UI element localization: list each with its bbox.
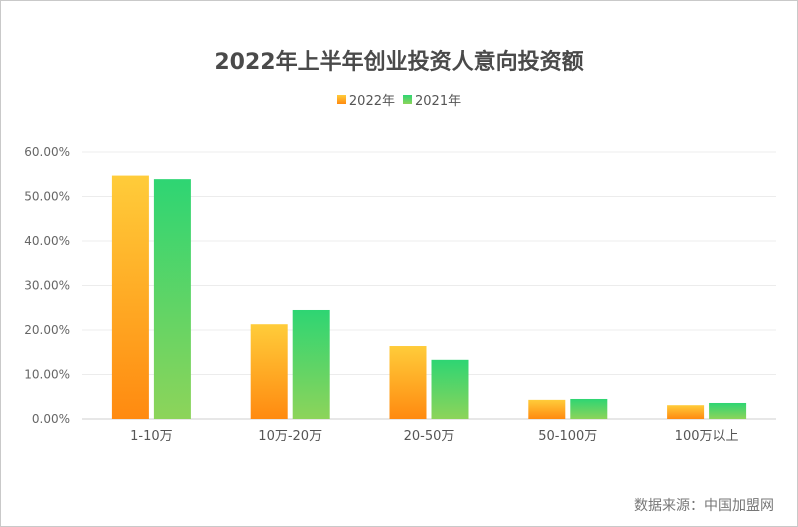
bar-2021-1[interactable]: [292, 309, 330, 419]
legend-swatch-2022: [336, 95, 346, 104]
legend: 2022年 2021年: [0, 90, 798, 109]
x-tick-label: 100万以上: [675, 429, 739, 444]
x-tick-label: 1-10万: [130, 429, 173, 444]
y-tick-label: 40.00%: [24, 234, 70, 248]
y-tick-label: 30.00%: [24, 279, 70, 293]
y-tick-label: 0.00%: [32, 412, 70, 426]
legend-label-2021: 2021年: [415, 94, 462, 109]
bar-2022-0[interactable]: [111, 175, 149, 419]
y-tick-label: 50.00%: [24, 190, 70, 204]
x-tick-label: 20-50万: [404, 429, 455, 444]
x-tick-label: 50-100万: [538, 429, 597, 444]
bar-2021-3[interactable]: [570, 398, 608, 419]
legend-item-2022[interactable]: 2022年: [336, 90, 395, 109]
y-tick-label: 60.00%: [24, 145, 70, 159]
legend-item-2021[interactable]: 2021年: [403, 90, 461, 109]
y-tick-label: 10.00%: [24, 368, 70, 382]
bar-2022-3[interactable]: [528, 399, 566, 419]
bar-2022-1[interactable]: [250, 324, 288, 419]
bar-2022-2[interactable]: [389, 346, 427, 419]
chart-title: 2022年上半年创业投资人意向投资额: [214, 50, 584, 75]
source-note: 数据来源：中国加盟网: [634, 498, 774, 514]
legend-swatch-2021: [403, 95, 412, 104]
y-tick-label: 20.00%: [24, 323, 70, 337]
bar-2021-4[interactable]: [709, 402, 747, 419]
legend-label-2022: 2022年: [348, 94, 395, 109]
bar-2022-4[interactable]: [667, 405, 705, 419]
x-tick-label: 10万-20万: [258, 429, 322, 444]
bar-2021-0[interactable]: [153, 179, 191, 419]
bar-2021-2[interactable]: [431, 359, 469, 419]
